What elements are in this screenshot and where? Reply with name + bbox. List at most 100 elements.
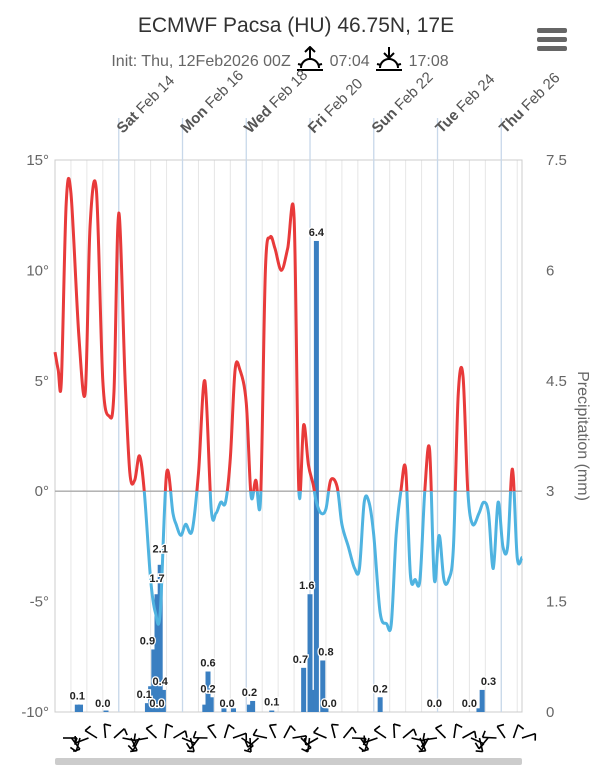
wind-barb-flag — [418, 749, 426, 753]
wind-barb-flag — [303, 737, 307, 746]
precip-data-label: 0.4 — [153, 676, 169, 688]
date-tick-label: Wed Feb 18 — [241, 67, 311, 137]
date-tick-label: Tue Feb 24 — [432, 71, 498, 137]
wind-barb — [103, 723, 107, 739]
wind-barb-flag — [269, 723, 277, 727]
wind-barb — [232, 732, 247, 739]
precip-bar — [205, 671, 211, 712]
wind-barb — [435, 727, 447, 739]
y-left-tick-label: 15° — [26, 152, 49, 169]
wind-barb-flag — [473, 731, 477, 739]
precip-bar — [307, 594, 313, 712]
y-right-tick-label: 0 — [546, 704, 554, 721]
y-left-tick-label: -10° — [21, 704, 49, 721]
wind-barb — [75, 737, 81, 752]
wind-barb-flag — [145, 724, 153, 730]
precip-bar — [157, 564, 163, 712]
y-right-tick-label: 7.5 — [546, 152, 567, 169]
wind-barb-flag — [84, 725, 92, 732]
precip-bar — [202, 704, 208, 712]
wind-barb-flag — [474, 742, 480, 750]
date-tick-date: Feb 16 — [202, 67, 247, 112]
precip-data-label: 0.0 — [427, 698, 442, 710]
wind-barb-flag — [373, 725, 381, 731]
wind-barb-flag — [455, 723, 463, 729]
wind-barb — [164, 723, 168, 739]
wind-barb-flag — [422, 732, 426, 741]
date-tick-label: Mon Feb 16 — [177, 67, 247, 137]
wind-barb — [253, 734, 268, 739]
wind-barb-flag — [252, 728, 258, 736]
wind-barb-flag — [69, 746, 77, 753]
wind-barb — [359, 737, 370, 750]
wind-barb-flag — [358, 746, 366, 752]
navigator-scrollbar — [55, 758, 522, 765]
hamburger-menu-icon[interactable] — [537, 28, 567, 54]
precip-data-label: 0.3 — [481, 676, 496, 688]
wind-barb-flag — [393, 723, 401, 727]
date-tick-date: Feb 26 — [518, 69, 563, 114]
wind-barb — [364, 737, 378, 744]
precip-bar — [78, 704, 84, 712]
wind-barb — [75, 737, 89, 744]
y-left-tick-label: -5° — [30, 594, 49, 611]
precip-data-label: 2.1 — [153, 543, 168, 555]
date-tick-label: Fri Feb 20 — [305, 75, 367, 137]
precip-bar — [476, 708, 482, 712]
precip-bar — [246, 704, 252, 712]
wind-barb — [512, 724, 519, 739]
y-right-tick-label: 4.5 — [546, 373, 567, 390]
plot-border — [54, 159, 523, 713]
precip-data-label: 0.7 — [293, 654, 308, 666]
date-tick-date: Feb 18 — [266, 67, 311, 112]
wind-barb — [478, 737, 489, 750]
wind-barb — [453, 724, 457, 739]
wind-barb-flag — [313, 726, 319, 734]
precip-data-label: 0.9 — [140, 635, 155, 647]
wind-barb-flag — [192, 730, 197, 739]
precip-data-label: 0.1 — [137, 689, 152, 701]
precip-bar — [313, 240, 319, 712]
wind-barb — [342, 726, 353, 739]
precip-data-label: 0.0 — [321, 698, 336, 710]
wind-barb-flag — [301, 748, 309, 753]
wind-barb — [482, 736, 497, 739]
wind-barb — [373, 729, 387, 739]
precip-bar — [479, 689, 485, 712]
wind-barb — [402, 728, 415, 739]
wind-barb — [268, 724, 277, 739]
date-tick-label: Sat Feb 14 — [114, 72, 179, 137]
precip-data-label: 1.6 — [299, 580, 314, 592]
y-right-tick-label: 1.5 — [546, 594, 567, 611]
precip-bar — [103, 710, 109, 712]
precip-bar — [231, 708, 237, 712]
precip-data-label: 0.8 — [318, 646, 333, 658]
date-tick-label: Sun Feb 22 — [369, 69, 437, 137]
wind-barb-flag — [351, 726, 357, 734]
wind-barb-flag — [496, 723, 505, 728]
precip-bar — [144, 703, 150, 712]
precip-bar — [323, 708, 329, 712]
precip-data-label: 6.4 — [309, 227, 325, 239]
wind-barb-flag — [207, 723, 215, 728]
wind-barb — [173, 730, 186, 739]
wind-barb — [306, 737, 311, 752]
sunrise-time: 07:04 — [329, 53, 370, 70]
wind-barb-flag — [133, 733, 137, 741]
temperature-line-warm — [53, 177, 516, 492]
wind-barb — [84, 729, 98, 739]
precip-bar — [320, 660, 326, 712]
wind-barb-flag — [475, 750, 483, 753]
wind-barb — [462, 730, 476, 739]
wind-barb-flag — [228, 723, 235, 730]
precip-data-label: 0.0 — [95, 698, 110, 710]
precip-bar — [250, 700, 256, 712]
wind-barb-flag — [416, 744, 423, 751]
wind-barb-flag — [244, 740, 249, 748]
wind-barb — [181, 737, 196, 744]
date-tick-date: Feb 22 — [392, 69, 437, 114]
precip-data-label: 0.0 — [149, 698, 164, 710]
wind-barb — [496, 725, 506, 739]
wind-barb — [113, 728, 125, 739]
